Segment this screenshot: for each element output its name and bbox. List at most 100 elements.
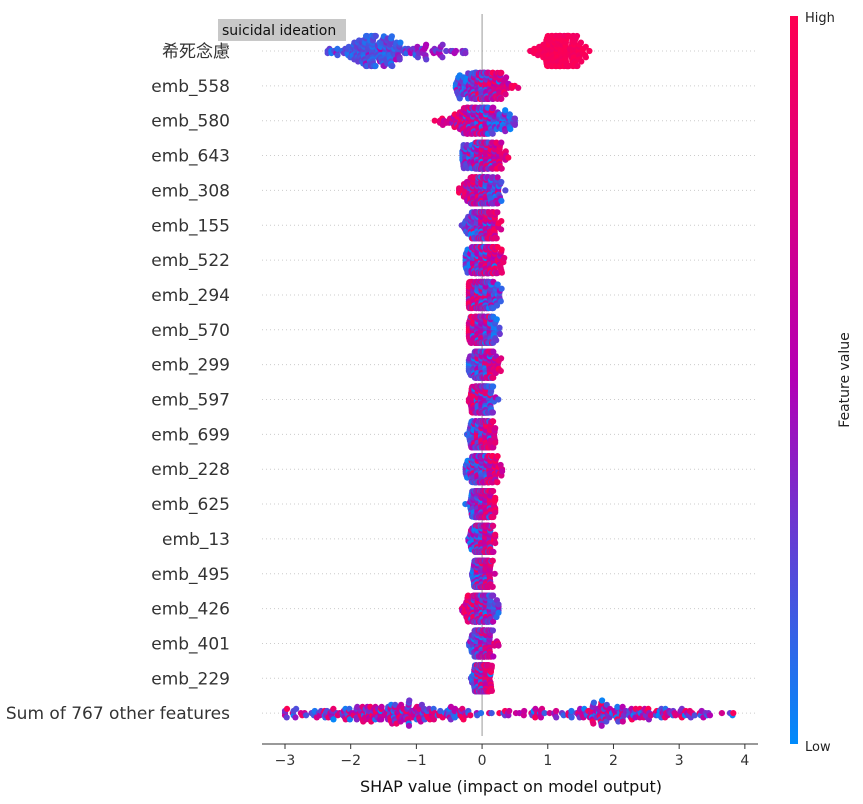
shap-point	[372, 32, 379, 40]
shap-point	[498, 165, 505, 172]
shap-point	[378, 703, 385, 711]
shap-point	[503, 74, 510, 81]
shap-point	[493, 337, 500, 344]
shap-point	[498, 197, 505, 204]
shap-point	[489, 627, 496, 634]
shap-point	[293, 705, 300, 713]
shap-point	[502, 107, 509, 114]
shap-point	[497, 298, 504, 305]
shap-point	[493, 235, 500, 242]
shap-point	[456, 95, 463, 102]
shap-point	[492, 425, 499, 432]
shap-point	[489, 130, 496, 137]
shap-point	[498, 218, 505, 225]
shap-point	[489, 409, 496, 416]
shap-point	[494, 453, 501, 460]
shap-point	[511, 115, 518, 122]
shap-point	[283, 714, 290, 721]
shap-point	[498, 226, 505, 233]
shap-point	[494, 209, 501, 216]
shap-point	[490, 522, 497, 530]
shap-point	[498, 285, 505, 292]
shap-point	[388, 33, 395, 40]
shap-point	[495, 601, 502, 608]
shap-point	[490, 653, 497, 660]
shap-point	[439, 41, 446, 48]
shap-point	[439, 54, 446, 61]
shap-point	[397, 39, 404, 46]
shap-point	[488, 687, 495, 695]
shap-point	[452, 47, 459, 55]
shap-point	[590, 720, 597, 727]
shap-point	[490, 548, 497, 556]
shap-point	[492, 439, 499, 446]
shap-point	[582, 54, 590, 61]
shap-point	[498, 355, 505, 362]
shap-point	[372, 62, 379, 70]
shap-point	[490, 104, 497, 111]
shap-point	[578, 58, 585, 65]
shap-point	[498, 246, 505, 253]
shap-point	[582, 43, 589, 50]
shap-point	[303, 712, 310, 719]
shap-point	[490, 488, 497, 495]
shap-point	[489, 583, 496, 590]
row-guides	[262, 50, 758, 714]
shap-point	[496, 324, 503, 331]
shap-point	[334, 52, 341, 59]
points	[281, 32, 737, 729]
shap-point	[619, 718, 626, 725]
shap-point	[292, 714, 299, 721]
shap-point	[577, 39, 585, 46]
shap-point	[521, 707, 528, 715]
shap-point	[506, 707, 513, 715]
shap-point	[423, 56, 430, 63]
shap-point	[495, 609, 502, 616]
shap-point	[502, 187, 509, 194]
shap-point	[490, 418, 497, 425]
shap-point	[506, 111, 513, 118]
shap-point	[406, 697, 413, 704]
shap-point	[492, 531, 499, 538]
shap-point	[599, 697, 606, 704]
shap-point	[396, 56, 403, 63]
shap-point	[431, 117, 438, 124]
shap-point	[493, 316, 500, 323]
shap-point	[498, 95, 505, 102]
shap-point	[283, 705, 291, 713]
shap-point	[477, 710, 485, 717]
shap-point	[515, 84, 522, 91]
shap-point	[467, 712, 474, 719]
shap-point	[490, 383, 497, 390]
shap-point	[498, 139, 505, 146]
shap-point	[491, 570, 498, 577]
shap-point	[598, 722, 605, 729]
shap-point	[492, 509, 499, 516]
shap-point	[507, 126, 514, 133]
shap-point	[586, 47, 593, 55]
shap-point	[498, 269, 505, 276]
shap-point	[568, 714, 575, 721]
shap-point	[492, 494, 499, 501]
shap-point	[443, 47, 450, 55]
shap-point	[505, 154, 512, 161]
shap-point	[498, 69, 505, 76]
shap-point	[511, 121, 518, 128]
shap-point	[488, 662, 495, 669]
shap-point	[497, 367, 504, 375]
shap-point	[495, 396, 502, 403]
shap-point	[573, 32, 581, 40]
shap-point	[494, 479, 501, 486]
shap-point	[494, 174, 501, 181]
shap-point	[553, 707, 560, 715]
shap-point	[502, 91, 509, 98]
shap-point	[492, 540, 499, 547]
shap-point	[590, 699, 598, 706]
shap-point	[574, 62, 581, 70]
shap-point	[389, 62, 396, 70]
shap-point	[553, 714, 560, 721]
shap-point	[496, 330, 503, 338]
shap-point	[488, 710, 495, 717]
shap-point	[423, 41, 430, 48]
